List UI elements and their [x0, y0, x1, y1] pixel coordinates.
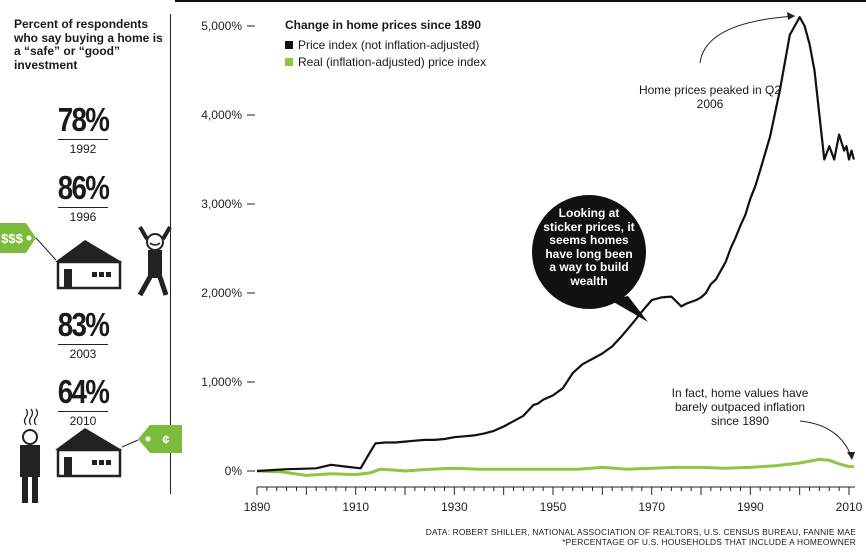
chart-series	[256, 16, 855, 477]
series-line-nominal	[256, 16, 855, 473]
stat-year: 1996	[69, 210, 97, 224]
price-tag-cent-icon: ¢	[138, 425, 182, 453]
stat-1992: 78% 1992	[50, 101, 116, 157]
tag-text: ¢	[162, 432, 169, 447]
chart-axes: 0% 1,000% 2,000% 3,000% 4,000% 5,000% 1890 1910…	[201, 19, 862, 514]
legend-item-nominal: Price index (not inflation-adjusted)	[285, 38, 479, 52]
annotation-bubble-tail	[610, 296, 648, 322]
legend-swatch-black	[285, 41, 293, 49]
real-annotation: In fact, home values have barely outpace…	[671, 386, 809, 428]
jumping-person-icon	[137, 225, 172, 297]
x-tick-label: 1910	[342, 500, 369, 514]
chart-annotation-shapes	[532, 12, 855, 460]
price-tag-dollar-icon: $$$	[0, 223, 36, 253]
y-tick-label: 1,000%	[201, 375, 242, 389]
x-tick-label: 1930	[441, 500, 468, 514]
bubble-annotation: Looking at sticker prices, it seems home…	[543, 206, 635, 288]
legend-label: Real (inflation-adjusted) price index	[298, 55, 487, 69]
x-tick-label: 1890	[244, 500, 271, 514]
peak-arrow-head	[787, 12, 795, 20]
stat-2003: 83% 2003	[50, 306, 116, 362]
stat-percent: 86%	[57, 169, 110, 206]
legend-label: Price index (not inflation-adjusted)	[298, 38, 480, 52]
x-tick-label: 1990	[737, 500, 764, 514]
stat-rule	[58, 344, 108, 345]
stat-year: 1992	[69, 142, 97, 156]
stat-rule	[58, 207, 108, 208]
worried-homeowner-illustration: ¢	[20, 408, 182, 503]
house-icon	[55, 428, 122, 478]
annotation-bubble	[532, 195, 646, 309]
house-icon	[55, 240, 122, 290]
footnote-line: *PERCENTAGE OF U.S. HOUSEHOLDS THAT INCL…	[562, 537, 856, 547]
y-tick-label: 4,000%	[201, 108, 242, 122]
peak-arrow-line	[699, 15, 796, 64]
stat-percent: 78%	[57, 101, 110, 138]
legend-item-real: Real (inflation-adjusted) price index	[285, 55, 486, 69]
survey-title: Percent of respondents who say buying a …	[14, 17, 163, 72]
x-tick-label: 1950	[540, 500, 567, 514]
stink-lines-icon	[23, 408, 39, 426]
stat-rule	[58, 139, 108, 140]
stat-percent: 83%	[57, 306, 110, 343]
source-note: DATA: ROBERT SHILLER, NATIONAL ASSOCIATI…	[426, 527, 856, 547]
happy-homeowner-illustration: $$$	[0, 223, 172, 297]
stat-2010: 64% 2010	[50, 373, 116, 429]
top-rule	[175, 0, 866, 2]
stat-percent: 64%	[57, 373, 110, 410]
standing-person-icon	[20, 429, 40, 503]
y-tick-label: 2,000%	[201, 286, 242, 300]
y-tick-label: 5,000%	[201, 19, 242, 33]
stat-1996: 86% 1996	[50, 169, 116, 225]
legend-swatch-green	[285, 58, 293, 66]
chart-title: Change in home prices since 1890	[285, 18, 482, 32]
x-tick-label: 2010	[836, 500, 863, 514]
tag-text: $$$	[1, 231, 23, 246]
y-tick-label: 3,000%	[201, 197, 242, 211]
y-tick-label: 0%	[225, 464, 243, 478]
peak-annotation: Home prices peaked in Q2 2006	[638, 83, 782, 111]
stat-rule	[58, 411, 108, 412]
panel-divider	[170, 14, 171, 494]
x-tick-label: 1970	[638, 500, 665, 514]
stat-year: 2003	[69, 347, 97, 361]
real-arrow-head	[847, 452, 855, 460]
stat-year: 2010	[69, 414, 97, 428]
series-line-real	[256, 457, 854, 477]
source-line: DATA: ROBERT SHILLER, NATIONAL ASSOCIATI…	[425, 527, 856, 537]
